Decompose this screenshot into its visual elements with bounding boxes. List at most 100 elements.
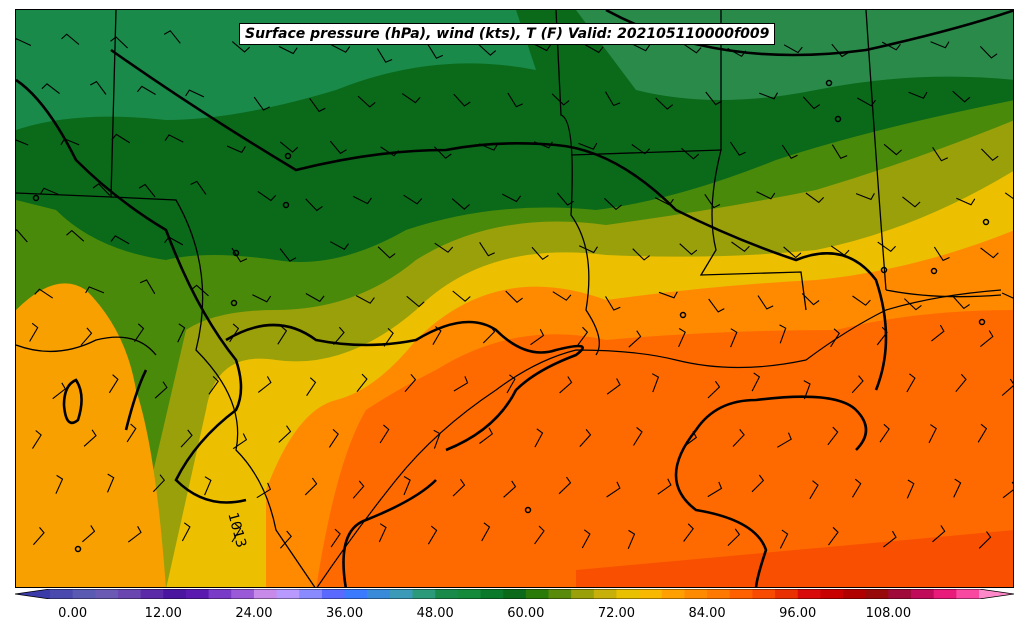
colorbar-tick-label: 96.00 [779, 606, 817, 621]
wind-barb [61, 33, 80, 45]
wind-barb [757, 295, 774, 310]
wind-barb [16, 139, 29, 146]
wind-barb [376, 48, 393, 63]
wind-barb [852, 295, 871, 306]
wind-barb [434, 146, 452, 159]
wind-barb [604, 197, 622, 211]
colorbar-tick-label: 72.00 [597, 606, 636, 621]
wind-barb [530, 328, 545, 346]
colorbar-segment [412, 589, 436, 599]
wind-barb [906, 479, 915, 499]
wind-barb [933, 246, 950, 262]
wind-barb [883, 143, 902, 156]
wind-barb [551, 93, 570, 106]
wind-barb [60, 138, 80, 146]
temp-band-west [16, 283, 166, 587]
wind-barb [154, 381, 168, 399]
wind-barb [805, 192, 825, 204]
wind-barb [110, 235, 130, 245]
wind-barb [257, 376, 272, 393]
wind-barb [655, 97, 674, 110]
wind-barb [164, 134, 184, 143]
wind-barb [830, 328, 841, 348]
wind-barb [631, 43, 651, 52]
wind-barb [1002, 481, 1013, 499]
wind-barb [532, 42, 552, 52]
colorbar-extend-max [979, 589, 1014, 599]
wind-barb [851, 375, 864, 394]
wind-barb [82, 525, 96, 543]
wind-barb [279, 248, 297, 262]
wind-barb [577, 326, 589, 346]
wind-barb [482, 325, 496, 344]
wind-barb [204, 476, 212, 496]
wind-barb [503, 480, 517, 498]
wind-barb [579, 429, 592, 447]
wind-barb [356, 373, 368, 393]
wind-barb [16, 229, 28, 243]
wind-barb [980, 330, 994, 348]
wind-barb [378, 523, 387, 543]
colorbar-segment [435, 589, 459, 599]
wind-barb [904, 298, 922, 311]
wind-barb [727, 528, 741, 546]
wind-barb [930, 41, 950, 49]
wind-barb [802, 96, 821, 110]
wind-barb [377, 246, 396, 259]
wind-barb [406, 295, 425, 308]
wind-barb [559, 376, 573, 394]
wind-barb [759, 92, 778, 100]
wind-barb [1001, 292, 1013, 299]
map-title: Surface pressure (hPa), wind (kts), T (F… [239, 23, 776, 45]
wind-barb [190, 180, 207, 195]
temp-band-hot-southeast [576, 530, 1013, 587]
colorbar-segment [820, 589, 844, 599]
colorbar-segment [299, 589, 323, 599]
wind-barb [232, 433, 248, 450]
wind-barb [479, 242, 495, 257]
wind-barb [333, 326, 345, 346]
wind-barb [90, 80, 107, 95]
colorbar-segment [208, 589, 232, 599]
colorbar-segment [344, 589, 368, 599]
colorbar-segment [616, 589, 640, 599]
wind-barb [66, 229, 85, 242]
wind-barb [164, 236, 184, 246]
wind-barb [651, 373, 660, 393]
wind-barb [801, 293, 820, 306]
wind-barb [136, 85, 156, 95]
wind-barb [181, 522, 191, 542]
wind-barb [278, 45, 298, 55]
wind-barb [581, 529, 591, 549]
wind-barb [1001, 378, 1013, 396]
colorbar-extend-min [15, 589, 50, 599]
wind-barb [502, 193, 522, 203]
wind-barb [682, 43, 702, 54]
wind-barb [383, 327, 394, 347]
wind-barb [751, 372, 761, 392]
colorbar-segment [639, 589, 663, 599]
wind-barb [478, 43, 497, 56]
wind-barb [427, 525, 438, 545]
wind-barb [977, 423, 988, 443]
wind-barb [379, 424, 390, 444]
wind-barb [452, 478, 466, 497]
wind-barb [584, 44, 604, 54]
wind-barb [80, 327, 93, 346]
wind-barb [578, 245, 598, 254]
wind-barb [83, 429, 97, 447]
wind-barb [730, 328, 738, 348]
wind-barb [831, 144, 848, 159]
wind-barb [305, 198, 323, 212]
wind-barb [683, 523, 694, 542]
wind-barb [906, 373, 916, 393]
wind-barb [952, 296, 970, 310]
wind-barb [403, 194, 423, 205]
wind-barb [163, 30, 181, 44]
wind-barb [309, 98, 326, 113]
wind-barb [879, 423, 890, 443]
wind-barb [534, 428, 544, 448]
wind-barb [781, 144, 798, 160]
colorbar-segment [525, 589, 549, 599]
colorbar-segment [775, 589, 799, 599]
